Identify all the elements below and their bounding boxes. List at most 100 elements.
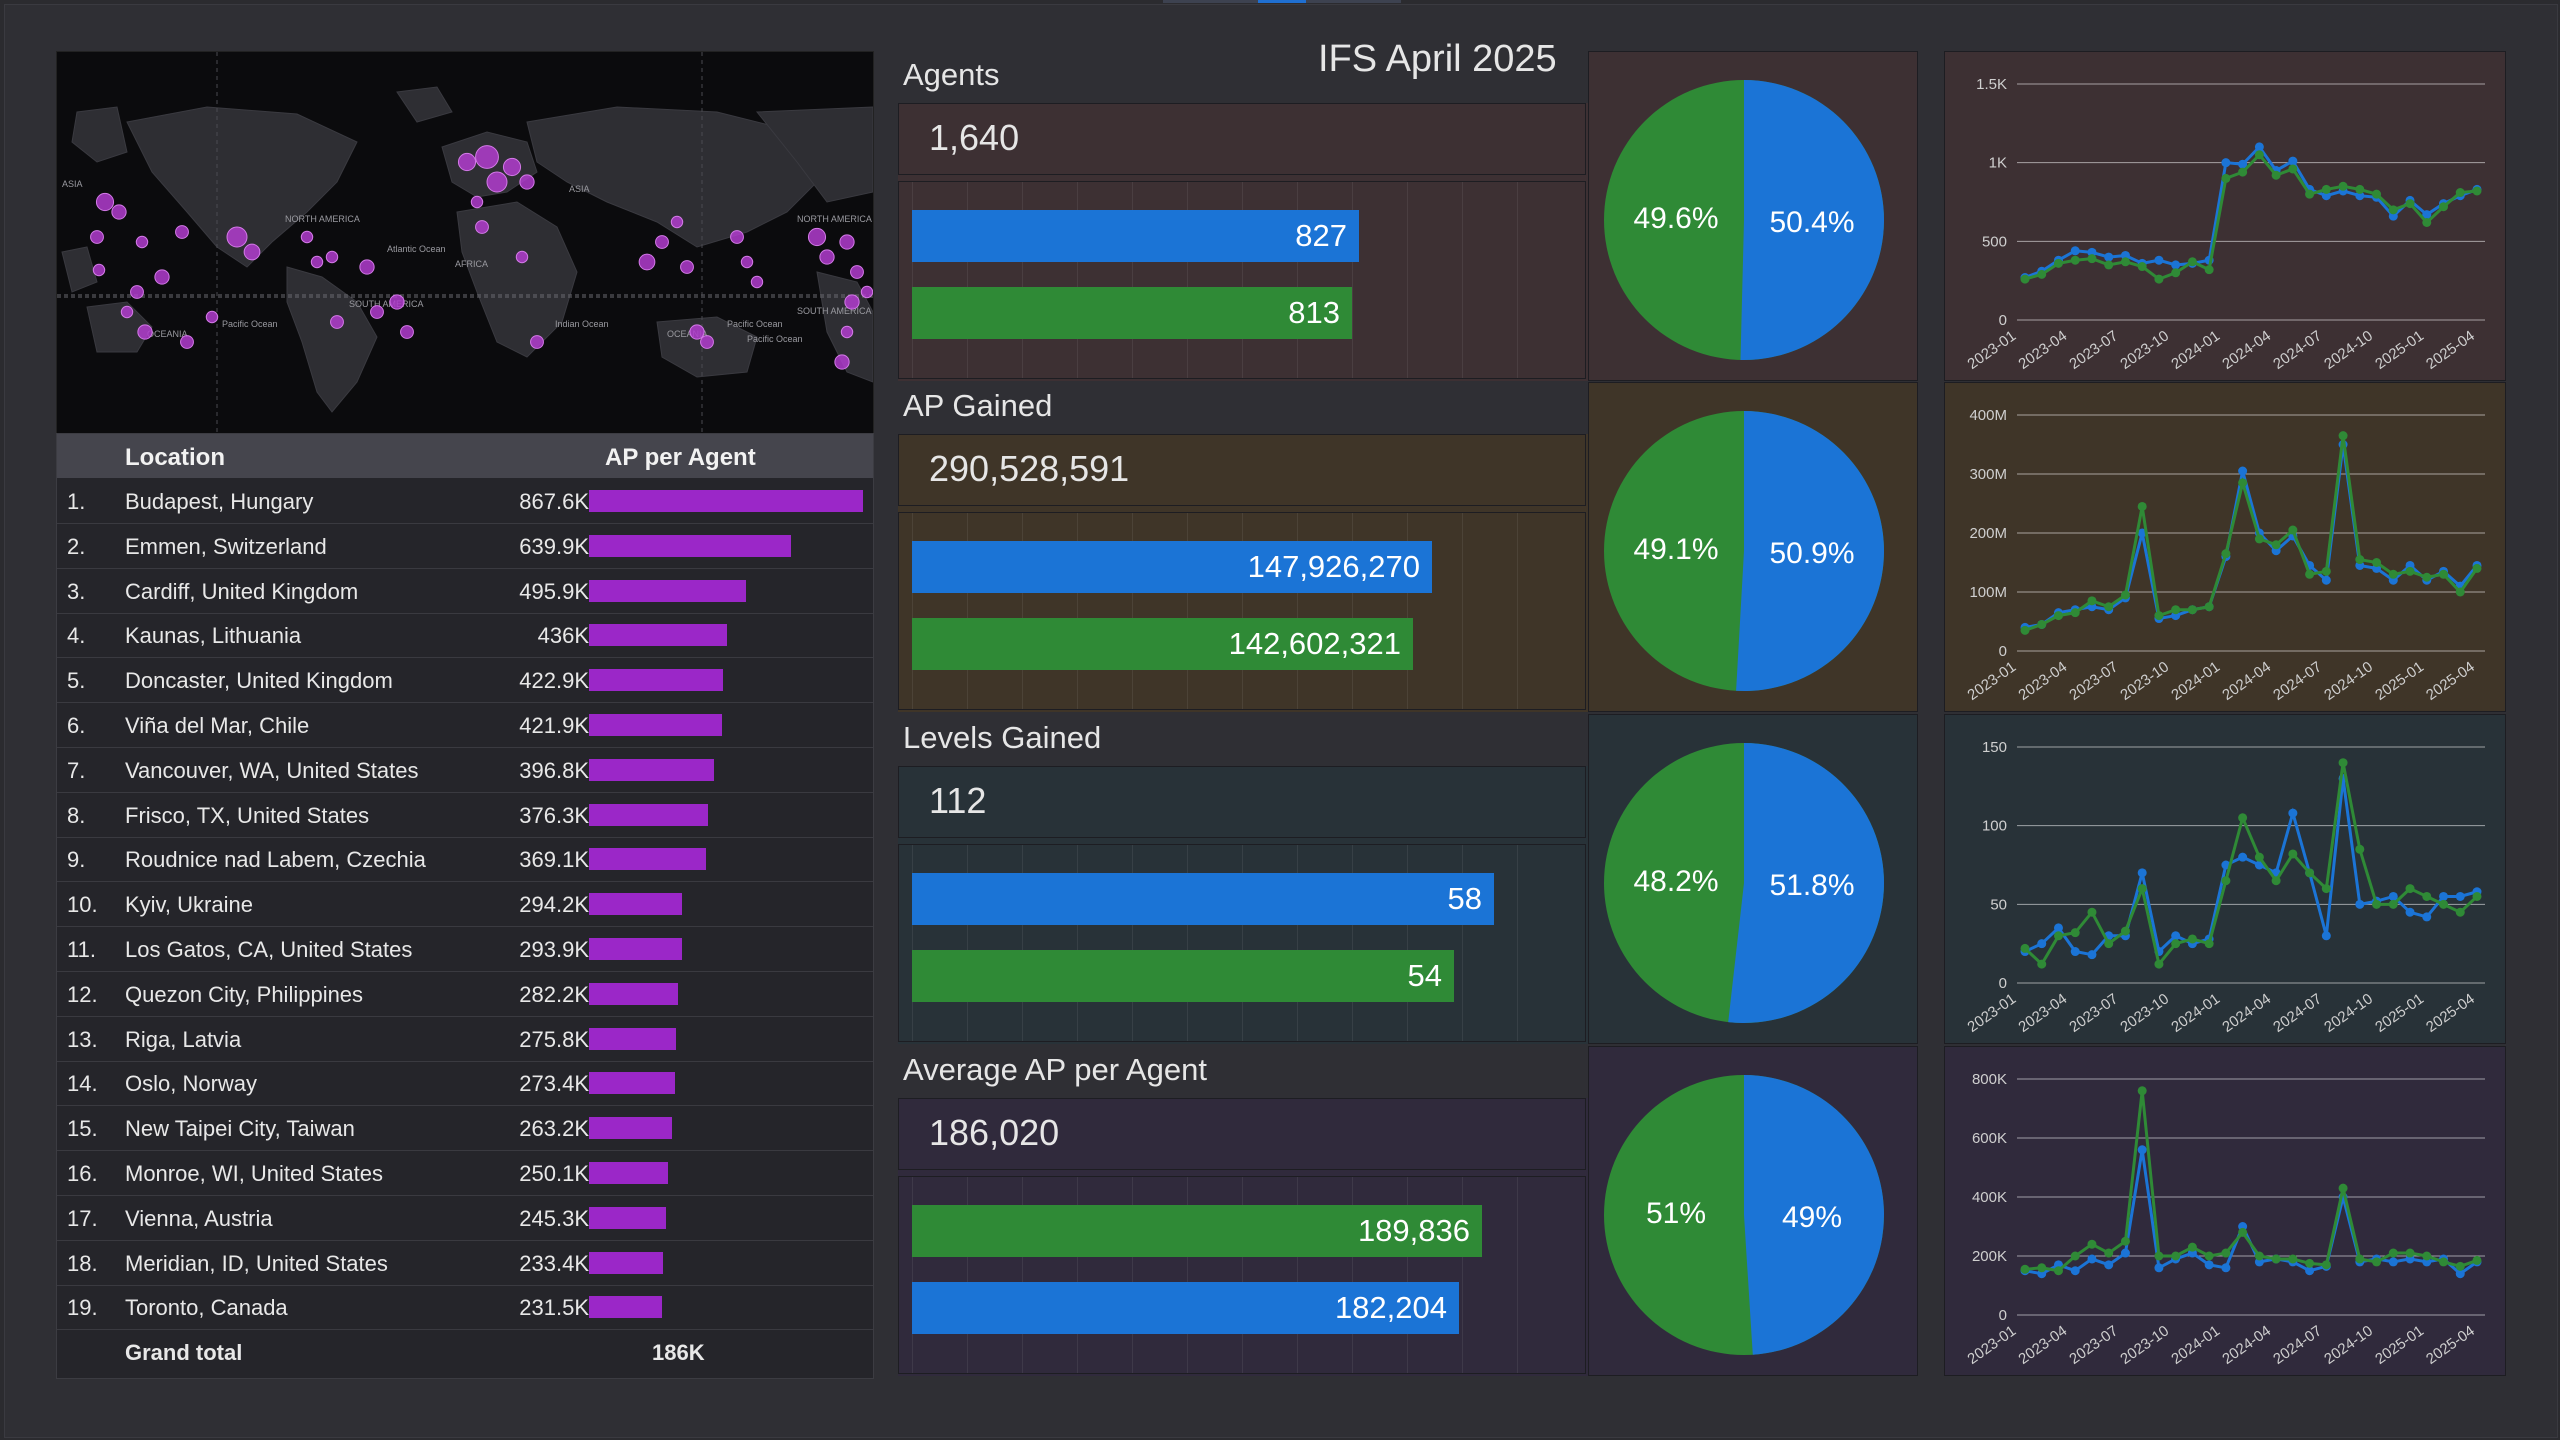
blue-series-point[interactable] (2238, 159, 2248, 169)
green-series-point[interactable] (2271, 1254, 2281, 1264)
map-dot[interactable] (389, 294, 405, 310)
green-series-point[interactable] (2405, 199, 2415, 209)
green-series-point[interactable] (2238, 1227, 2248, 1237)
green-bar[interactable]: 142,602,321 (912, 618, 1413, 670)
green-series-line[interactable] (2024, 152, 2478, 281)
green-series-point[interactable] (2020, 274, 2030, 284)
green-series-point[interactable] (2238, 167, 2248, 177)
blue-series-line[interactable] (2024, 778, 2478, 957)
blue-series-point[interactable] (2388, 211, 2398, 221)
blue-series-point[interactable] (2455, 891, 2465, 901)
table-row[interactable]: 9. Roudnice nad Labem, Czechia 369.1K (57, 837, 873, 883)
green-series-point[interactable] (2372, 1257, 2382, 1267)
map-dot[interactable] (819, 249, 835, 265)
map-dot[interactable] (655, 235, 669, 249)
blue-series-point[interactable] (2137, 868, 2147, 878)
green-series-point[interactable] (2137, 262, 2147, 272)
green-series-line[interactable] (2023, 762, 2479, 968)
blue-series-point[interactable] (2104, 1260, 2114, 1270)
blue-series-point[interactable] (2154, 1263, 2164, 1273)
green-series-point[interactable] (2037, 269, 2047, 279)
map-dot[interactable] (502, 157, 522, 177)
map-dot[interactable] (300, 230, 314, 244)
blue-series-point[interactable] (2053, 923, 2063, 933)
green-series-point[interactable] (2472, 186, 2482, 196)
map-dot[interactable] (700, 335, 714, 349)
green-series-point[interactable] (2087, 596, 2097, 606)
pie-slice-blue[interactable] (1736, 411, 1885, 691)
blue-bar[interactable]: 182,204 (912, 1282, 1459, 1334)
map-dot[interactable] (130, 285, 144, 299)
green-series-point[interactable] (2388, 205, 2398, 215)
page-tab-1[interactable] (1163, 0, 1258, 3)
green-series-point[interactable] (2171, 605, 2181, 615)
green-series-point[interactable] (2037, 619, 2047, 629)
green-series-point[interactable] (2321, 184, 2331, 194)
green-series-point[interactable] (2087, 254, 2097, 264)
blue-bar[interactable]: 58 (912, 873, 1494, 925)
table-row[interactable]: 2. Emmen, Switzerland 639.9K (57, 524, 873, 569)
green-series-point[interactable] (2422, 891, 2432, 901)
map-dot[interactable] (807, 227, 827, 247)
blue-series-point[interactable] (2422, 210, 2432, 220)
green-series-point[interactable] (2422, 1251, 2432, 1261)
header-ap-per-agent[interactable]: AP per Agent (605, 444, 756, 471)
green-series-point[interactable] (2204, 265, 2214, 275)
map-dot[interactable] (359, 259, 375, 275)
table-row[interactable]: 4. Kaunas, Lithuania 436K (57, 613, 873, 659)
blue-series-point[interactable] (2321, 931, 2331, 941)
green-series-point[interactable] (2120, 257, 2130, 267)
green-series-point[interactable] (2221, 549, 2231, 559)
map-dot[interactable] (839, 234, 855, 250)
map-dot[interactable] (175, 225, 189, 239)
green-series-point[interactable] (2422, 572, 2432, 582)
green-bar[interactable]: 54 (912, 950, 1454, 1002)
green-series-line[interactable] (2024, 1090, 2478, 1273)
green-series-point[interactable] (2439, 202, 2449, 212)
table-row[interactable]: 3. Cardiff, United Kingdom 495.9K (57, 569, 873, 614)
table-row[interactable]: 10. Kyiv, Ukraine 294.2K (57, 882, 873, 928)
blue-series-point[interactable] (2254, 142, 2264, 152)
blue-series-point[interactable] (2288, 808, 2298, 818)
blue-series-point[interactable] (2137, 1145, 2147, 1155)
blue-series-point[interactable] (2305, 1266, 2315, 1276)
map-dot[interactable] (470, 195, 484, 209)
green-series-point[interactable] (2221, 1248, 2231, 1258)
green-series-point[interactable] (2405, 1248, 2415, 1258)
green-series-point[interactable] (2070, 255, 2080, 265)
map-dot[interactable] (325, 250, 339, 264)
green-series-point[interactable] (2472, 1255, 2482, 1265)
table-row[interactable]: 16. Monroe, WI, United States 250.1K (57, 1151, 873, 1196)
green-series-point[interactable] (2070, 608, 2080, 618)
blue-series-point[interactable] (2439, 891, 2449, 901)
blue-series-point[interactable] (2355, 191, 2365, 201)
green-series-point[interactable] (2439, 1257, 2449, 1267)
map-dot[interactable] (860, 285, 873, 299)
blue-series-point[interactable] (2455, 1269, 2465, 1279)
green-series-point[interactable] (2221, 173, 2231, 183)
table-row[interactable]: 18. Meridian, ID, United States 233.4K (57, 1241, 873, 1286)
green-series-point[interactable] (2020, 625, 2030, 635)
green-series-point[interactable] (2455, 188, 2465, 198)
map-dot[interactable] (90, 230, 104, 244)
map-dot[interactable] (475, 145, 499, 169)
green-series-point[interactable] (2472, 563, 2482, 573)
blue-series-point[interactable] (2104, 252, 2114, 262)
green-series-point[interactable] (2455, 907, 2465, 917)
blue-series-point[interactable] (2238, 852, 2248, 862)
green-series-point[interactable] (2137, 1086, 2147, 1096)
pie-slice-blue[interactable] (1744, 1075, 1885, 1355)
map-dot[interactable] (154, 269, 170, 285)
map-dot[interactable] (135, 235, 149, 249)
green-series-point[interactable] (2455, 587, 2465, 597)
green-series-point[interactable] (2154, 959, 2164, 969)
map-dot[interactable] (180, 335, 194, 349)
map-dot[interactable] (205, 310, 219, 324)
world-map[interactable]: ASIA NORTH AMERICA ASIA NORTH AMERICA Atlant… (56, 51, 874, 435)
blue-series-point[interactable] (2422, 912, 2432, 922)
green-series-point[interactable] (2120, 1236, 2130, 1246)
green-series-point[interactable] (2405, 566, 2415, 576)
map-dot[interactable] (689, 324, 705, 340)
blue-series-point[interactable] (2288, 156, 2298, 166)
green-series-point[interactable] (2037, 959, 2047, 969)
